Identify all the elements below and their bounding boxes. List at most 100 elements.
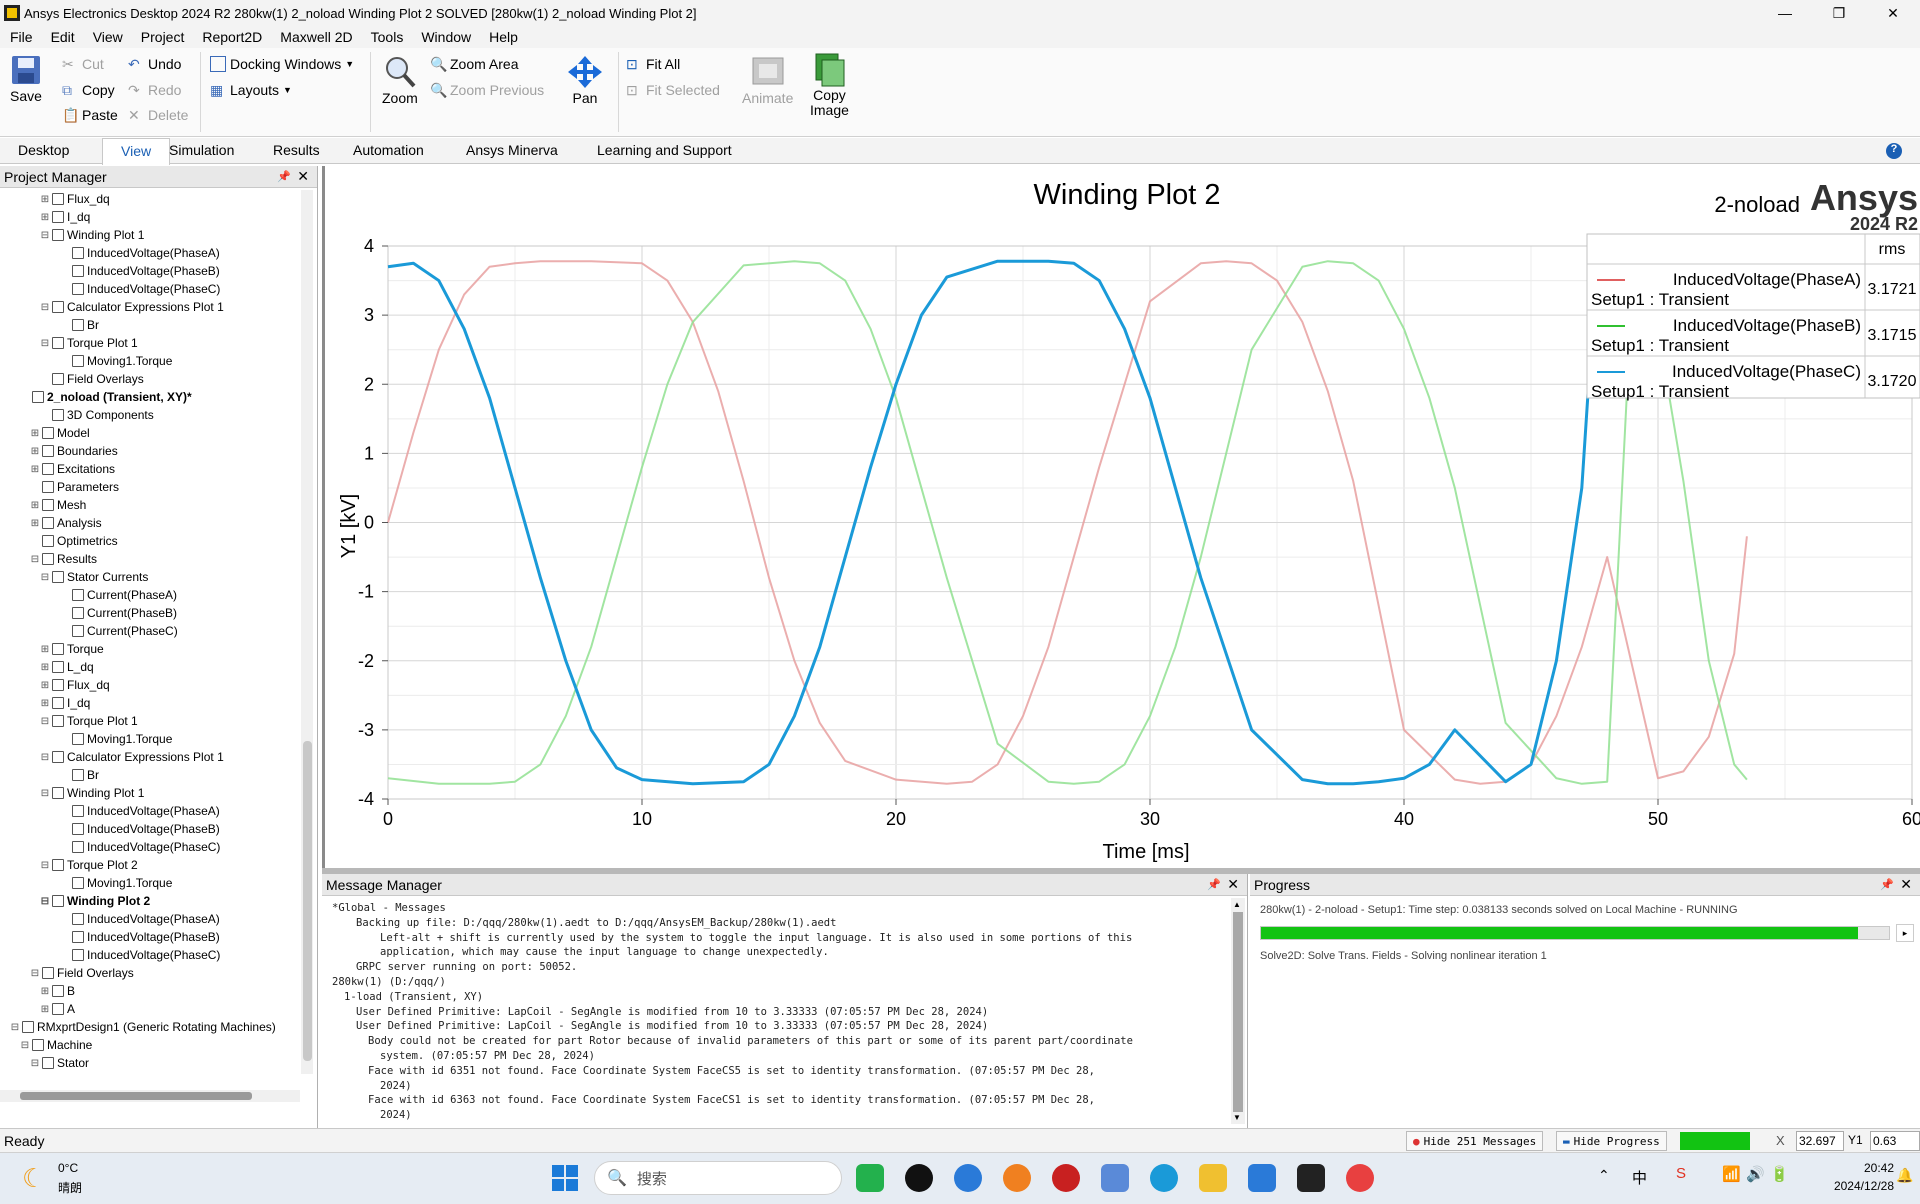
tree-node[interactable]: InducedVoltage(PhaseB) (60, 928, 220, 946)
hide-progress-button[interactable]: ▬ Hide Progress (1556, 1131, 1667, 1151)
tree-node[interactable]: InducedVoltage(PhaseC) (60, 838, 220, 856)
menu-project[interactable]: Project (140, 29, 185, 45)
chevron-up-icon[interactable]: ⌃ (1598, 1167, 1610, 1183)
expand-toggle-icon[interactable]: ⊞ (40, 697, 50, 709)
wifi-icon[interactable]: 📶 (1722, 1166, 1741, 1183)
undo-button[interactable]: ↶ Undo (128, 56, 181, 72)
tree-node[interactable]: ⊟ Machine (20, 1036, 93, 1054)
close-icon[interactable]: ✕ (1900, 876, 1912, 892)
tree-node[interactable]: ⊞ A (40, 1000, 75, 1018)
expand-toggle-icon[interactable]: ⊞ (30, 499, 40, 511)
zoom-previous-button[interactable]: 🔍 Zoom Previous (430, 82, 544, 98)
tree-node[interactable]: ⊞ Excitations (30, 460, 115, 478)
tree-node[interactable]: Current(PhaseA) (60, 586, 177, 604)
expand-toggle-icon[interactable]: ⊞ (30, 463, 40, 475)
expand-toggle-icon[interactable]: ⊟ (40, 787, 50, 799)
tree-node[interactable]: ⊞ Mesh (30, 496, 87, 514)
copy-button[interactable]: ⧉ Copy (62, 82, 115, 98)
expand-toggle-icon[interactable]: ⊞ (40, 661, 50, 673)
chart-legend[interactable]: rms InducedVoltage(PhaseA) Setup1 : Tran… (1586, 233, 1920, 401)
progress-expand-button[interactable]: ▸ (1896, 924, 1914, 942)
battery-icon[interactable]: 🔋 (1770, 1166, 1789, 1183)
vertical-scrollbar[interactable]: ▲ ▼ (1231, 898, 1245, 1124)
tree-node[interactable]: ⊞ I_dq (40, 208, 91, 226)
docking-windows-button[interactable]: Docking Windows ▼ (210, 56, 354, 72)
tree-node[interactable]: ⊟ Torque Plot 2 (40, 856, 138, 874)
animate-button[interactable]: Animate (742, 54, 793, 106)
scrollbar-thumb[interactable] (303, 741, 312, 1061)
expand-toggle-icon[interactable]: ⊟ (30, 1057, 40, 1069)
app-tray-icon[interactable]: S (1676, 1165, 1687, 1182)
expand-toggle-icon[interactable]: ⊞ (40, 643, 50, 655)
plot-window[interactable]: Winding Plot 2 2-noload Ansys 2024 R2 0 1… (322, 166, 1920, 868)
layouts-button[interactable]: ▦ Layouts ▼ (210, 82, 292, 98)
pin-icon[interactable]: 📌 (1207, 879, 1221, 891)
tab-desktop[interactable]: Desktop (18, 142, 70, 158)
tab-view[interactable]: View (102, 138, 171, 165)
expand-toggle-icon[interactable]: ⊟ (40, 229, 50, 241)
notifications-icon[interactable]: 🔔 (1896, 1167, 1914, 1183)
volume-icon[interactable]: 🔊 (1746, 1166, 1765, 1183)
app-icon-orange[interactable] (1003, 1164, 1031, 1192)
help-icon[interactable]: ? (1886, 143, 1902, 159)
tree-node[interactable]: ⊟ Results (30, 550, 97, 568)
ansys-edt-icon[interactable] (1297, 1164, 1325, 1192)
tree-node[interactable]: ⊟ Winding Plot 1 (40, 784, 145, 802)
tree-node[interactable]: ⊞ Torque (40, 640, 104, 658)
menu-file[interactable]: File (10, 29, 33, 45)
tree-node[interactable]: Moving1.Torque (60, 874, 172, 892)
zoom-area-button[interactable]: 🔍 Zoom Area (430, 56, 518, 72)
pin-icon[interactable]: 📌 (1880, 879, 1894, 891)
tree-node[interactable]: ⊟ Winding Plot 2 (40, 892, 150, 910)
expand-toggle-icon[interactable]: ⊞ (40, 211, 50, 223)
tree-node[interactable]: InducedVoltage(PhaseA) (60, 244, 220, 262)
expand-toggle-icon[interactable]: ⊟ (40, 337, 50, 349)
tree-node[interactable]: 2_noload (Transient, XY)* (20, 388, 192, 406)
coordinate-x-field[interactable]: 32.697 (1796, 1131, 1844, 1151)
app-icon-red[interactable] (1052, 1164, 1080, 1192)
scrollbar-thumb[interactable] (1233, 912, 1243, 1112)
app-icon-blue[interactable] (954, 1164, 982, 1192)
tree-node[interactable]: Optimetrics (30, 532, 118, 550)
expand-toggle-icon[interactable]: ⊞ (40, 193, 50, 205)
tab-simulation[interactable]: Simulation (169, 142, 235, 158)
taskbar-search-box[interactable]: 🔍 搜索 (594, 1161, 842, 1195)
copy-image-button[interactable]: Copy Image (810, 52, 849, 118)
menu-tools[interactable]: Tools (370, 29, 404, 45)
wechat-icon[interactable] (856, 1164, 884, 1192)
tree-node[interactable]: ⊞ L_dq (40, 658, 94, 676)
tab-automation[interactable]: Automation (353, 142, 424, 158)
tree-node[interactable]: Br (60, 766, 99, 784)
expand-toggle-icon[interactable]: ⊟ (40, 751, 50, 763)
tree-node[interactable]: InducedVoltage(PhaseC) (60, 280, 220, 298)
tree-node[interactable]: InducedVoltage(PhaseC) (60, 946, 220, 964)
menu-window[interactable]: Window (421, 29, 472, 45)
scrollbar-thumb[interactable] (20, 1092, 252, 1100)
delete-button[interactable]: ✕ Delete (128, 107, 188, 123)
zoom-button[interactable]: Zoom (382, 54, 418, 106)
close-icon[interactable]: ✕ (297, 168, 309, 184)
tree-node[interactable]: ⊟ Torque Plot 1 (40, 712, 138, 730)
close-icon[interactable]: ✕ (1227, 876, 1239, 892)
tree-node[interactable]: Br (60, 316, 99, 334)
close-icon[interactable]: X (1776, 1133, 1785, 1148)
expand-toggle-icon[interactable]: ⊞ (40, 985, 50, 997)
scroll-up-icon[interactable]: ▲ (1233, 900, 1241, 909)
expand-toggle-icon[interactable]: ⊟ (40, 571, 50, 583)
expand-toggle-icon[interactable]: ⊞ (40, 1003, 50, 1015)
edge-browser-icon[interactable] (1150, 1164, 1178, 1192)
tree-node[interactable]: ⊞ Flux_dq (40, 190, 110, 208)
expand-toggle-icon[interactable]: ⊟ (20, 1039, 30, 1051)
tab-ansys-minerva[interactable]: Ansys Minerva (466, 142, 558, 158)
redo-button[interactable]: ↷ Redo (128, 82, 181, 98)
cut-button[interactable]: ✂ Cut (62, 56, 104, 72)
tab-learning-support[interactable]: Learning and Support (597, 142, 732, 158)
panel-splitter[interactable] (322, 868, 1920, 874)
expand-toggle-icon[interactable]: ⊟ (30, 553, 40, 565)
tree-node[interactable]: ⊞ I_dq (40, 694, 91, 712)
tree-node[interactable]: ⊟ Calculator Expressions Plot 1 (40, 298, 224, 316)
expand-toggle-icon[interactable]: ⊟ (10, 1021, 20, 1033)
tree-node[interactable]: ⊞ Boundaries (30, 442, 118, 460)
expand-toggle-icon[interactable]: ⊟ (40, 301, 50, 313)
paste-button[interactable]: 📋 Paste (62, 107, 118, 123)
